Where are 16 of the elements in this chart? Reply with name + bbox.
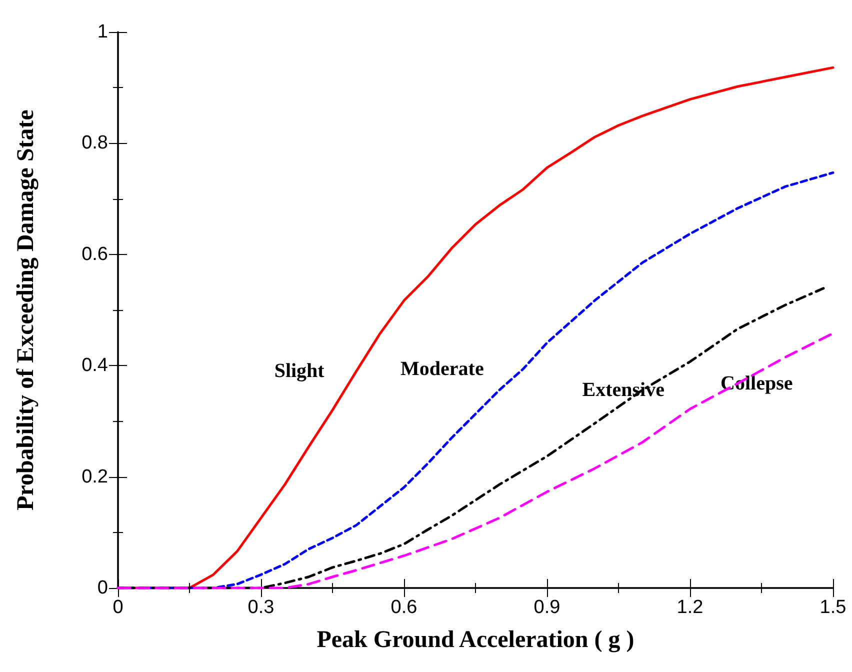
x-tick-label: 1.5 xyxy=(820,597,846,618)
series-label: Moderate xyxy=(400,358,484,380)
y-tick-label: 0.2 xyxy=(82,466,108,488)
series-label: Slight xyxy=(274,360,325,382)
x-tick-label: 0.9 xyxy=(534,597,560,618)
x-tick-label: 1.2 xyxy=(676,597,704,618)
y-tick-label: 0 xyxy=(97,578,108,598)
y-tick-label: 0.8 xyxy=(82,132,108,154)
y-tick-label: 0.4 xyxy=(82,355,108,376)
x-axis-title: Peak Ground Acceleration ( g ) xyxy=(316,627,634,653)
x-tick-label: 0.6 xyxy=(390,597,418,618)
x-tick-label: 0 xyxy=(112,597,124,618)
y-tick-label: 0.6 xyxy=(82,244,108,265)
y-tick-label: 1 xyxy=(97,22,108,42)
y-axis-title: Probability of Exceeding Damage State xyxy=(13,109,39,510)
x-tick-label: 0.3 xyxy=(248,597,274,618)
